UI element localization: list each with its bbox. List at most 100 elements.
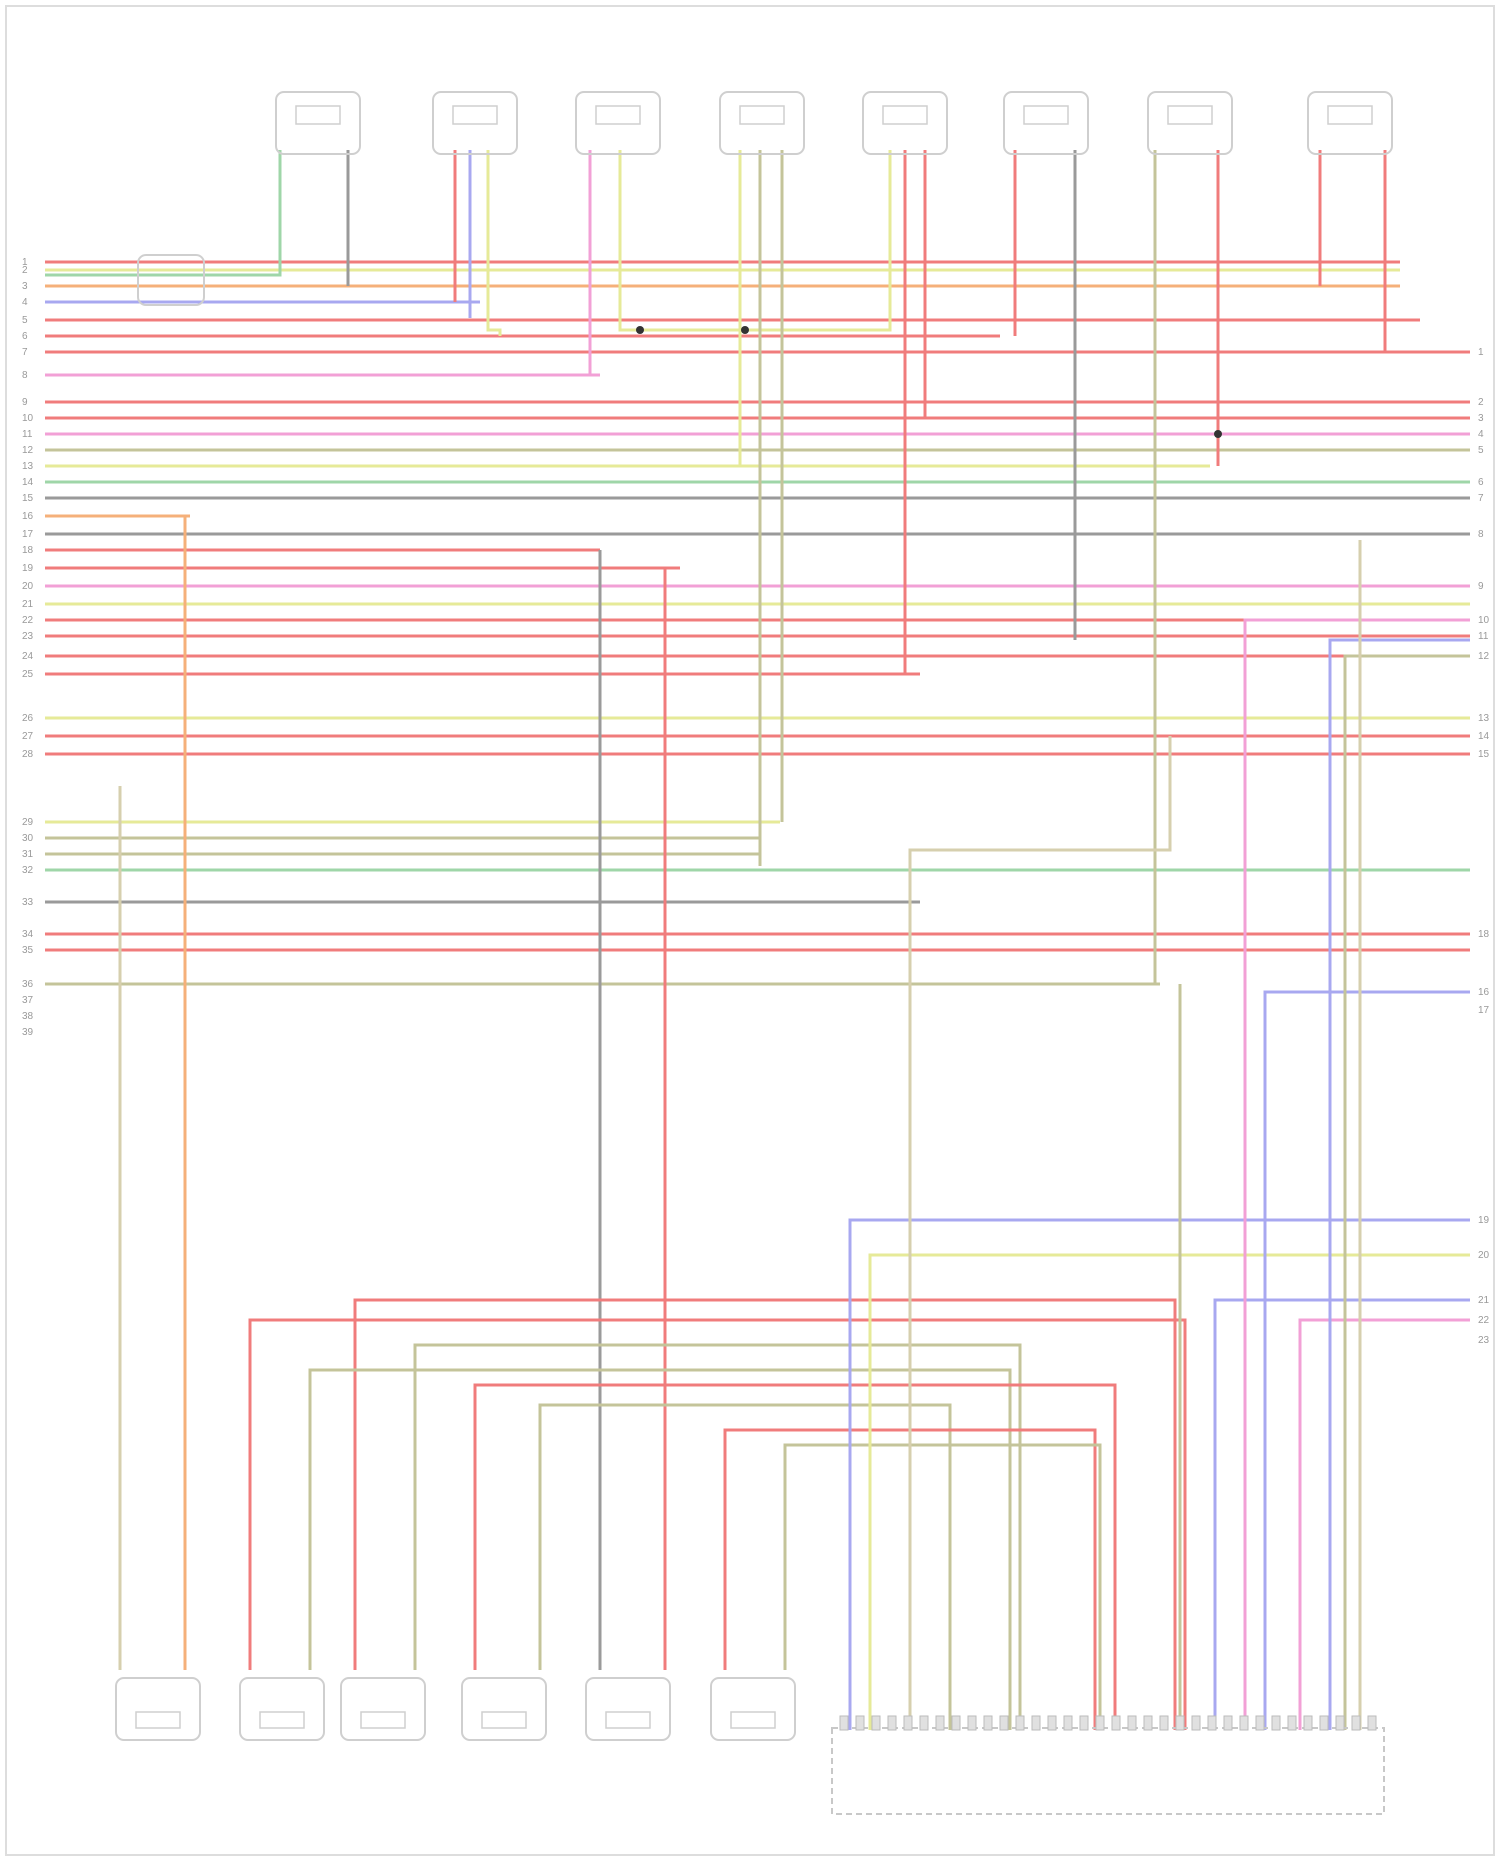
left-pin-number: 12 xyxy=(22,445,34,456)
ecm-pin xyxy=(1015,1715,1025,1731)
ecm-pin xyxy=(1319,1715,1329,1731)
ecm-pin xyxy=(935,1715,945,1731)
top-component-4 xyxy=(719,91,805,155)
wire-layer xyxy=(45,150,1470,1730)
splice-junction xyxy=(1214,430,1222,438)
left-pin-number: 18 xyxy=(22,545,34,556)
ecm-pin xyxy=(1143,1715,1153,1731)
fuel-injector-connector-5 xyxy=(605,1711,651,1729)
ecm-pin xyxy=(1287,1715,1297,1731)
right-pin-number: 15 xyxy=(1478,749,1490,760)
left-pin-number: 21 xyxy=(22,599,34,610)
pin-layer: 1234567891011121314151617181920212223242… xyxy=(22,257,1490,1346)
right-pin-number: 5 xyxy=(1478,445,1484,456)
left-pin-number: 15 xyxy=(22,493,34,504)
fuel-injector-connector-1 xyxy=(135,1711,181,1729)
left-pin-number: 20 xyxy=(22,581,34,592)
left-pin-number: 35 xyxy=(22,945,34,956)
ecm-pin xyxy=(1175,1715,1185,1731)
injector-loop-wire xyxy=(538,1403,952,1730)
left-pin-number: 16 xyxy=(22,511,34,522)
left-pin-number: 31 xyxy=(22,849,34,860)
component-layer xyxy=(115,91,1393,1815)
left-pin-number: 37 xyxy=(22,995,34,1006)
engine-control-module xyxy=(831,1727,1385,1815)
ecm-pin xyxy=(903,1715,913,1731)
ecm-pin xyxy=(1159,1715,1169,1731)
ecm-pin xyxy=(855,1715,865,1731)
right-pin-number: 23 xyxy=(1478,1335,1490,1346)
ecm-pin xyxy=(1335,1715,1345,1731)
left-pin-number: 36 xyxy=(22,979,34,990)
left-pin-number: 29 xyxy=(22,817,34,828)
left-pin-number: 6 xyxy=(22,331,28,342)
left-pin-number: 8 xyxy=(22,370,28,381)
right-pin-number: 17 xyxy=(1478,1005,1490,1016)
ecm-pin xyxy=(1111,1715,1121,1731)
right-pin-number: 21 xyxy=(1478,1295,1490,1306)
ecm-pin xyxy=(1223,1715,1233,1731)
right-pin-number: 13 xyxy=(1478,713,1490,724)
top-component-6 xyxy=(1003,91,1089,155)
top-component-connector-6 xyxy=(1023,105,1069,125)
left-pin-number: 26 xyxy=(22,713,34,724)
left-pin-number: 30 xyxy=(22,833,34,844)
fuel-injector-connector-4 xyxy=(481,1711,527,1729)
ecm-wire xyxy=(1243,618,1470,1730)
ecm-pin xyxy=(1031,1715,1041,1731)
ecm-pin xyxy=(1047,1715,1057,1731)
left-pin-number: 3 xyxy=(22,281,28,292)
right-pin-number: 16 xyxy=(1478,987,1490,998)
top-component-connector-5 xyxy=(882,105,928,125)
top-component-1 xyxy=(275,91,361,155)
ecm-pin xyxy=(1063,1715,1073,1731)
left-pin-number: 10 xyxy=(22,413,34,424)
left-pin-number: 4 xyxy=(22,297,28,308)
left-pin-number: 13 xyxy=(22,461,34,472)
left-pin-number: 32 xyxy=(22,865,34,876)
fuel-injector-2 xyxy=(239,1677,325,1741)
right-pin-number: 7 xyxy=(1478,493,1484,504)
ecm-pin xyxy=(887,1715,897,1731)
cop-wire xyxy=(618,150,892,332)
ecm-pin xyxy=(871,1715,881,1731)
ecm-wire xyxy=(1328,638,1470,1730)
fuel-injector-3 xyxy=(340,1677,426,1741)
ecm-pin xyxy=(1271,1715,1281,1731)
right-pin-number: 4 xyxy=(1478,429,1484,440)
left-pin-number: 19 xyxy=(22,563,34,574)
right-pin-number: 2 xyxy=(1478,397,1484,408)
right-pin-number: 1 xyxy=(1478,347,1484,358)
top-component-7 xyxy=(1147,91,1233,155)
top-component-connector-2 xyxy=(452,105,498,125)
left-pin-number: 39 xyxy=(22,1027,34,1038)
fuel-injector-connector-3 xyxy=(360,1711,406,1729)
top-component-connector-7 xyxy=(1167,105,1213,125)
ecm-pin xyxy=(1351,1715,1361,1731)
top-component-2 xyxy=(432,91,518,155)
left-pin-number: 28 xyxy=(22,749,34,760)
fuel-injector-6 xyxy=(710,1677,796,1741)
ecm-wire xyxy=(1213,1298,1470,1730)
ecm-pin xyxy=(1095,1715,1105,1731)
ecm-pin xyxy=(1127,1715,1137,1731)
fuel-injector-connector-6 xyxy=(730,1711,776,1729)
fuel-injector-4 xyxy=(461,1677,547,1741)
ecm-wire xyxy=(908,736,1172,1730)
ecm-wire xyxy=(1298,1318,1470,1730)
right-pin-number: 18 xyxy=(1478,929,1490,940)
ecm-pin xyxy=(839,1715,849,1731)
ecm-wire xyxy=(868,1253,1470,1730)
right-pin-number: 19 xyxy=(1478,1215,1490,1226)
left-pin-number: 38 xyxy=(22,1011,34,1022)
ecm-pin xyxy=(919,1715,929,1731)
ecm-wire xyxy=(848,1218,1470,1730)
top-component-connector-1 xyxy=(295,105,341,125)
sensor-wire xyxy=(45,150,282,277)
splice-junction xyxy=(741,326,749,334)
right-pin-number: 11 xyxy=(1478,631,1489,642)
ecm-pin xyxy=(1207,1715,1217,1731)
injector-loop-wire xyxy=(783,1443,1102,1730)
top-component-connector-8 xyxy=(1327,105,1373,125)
